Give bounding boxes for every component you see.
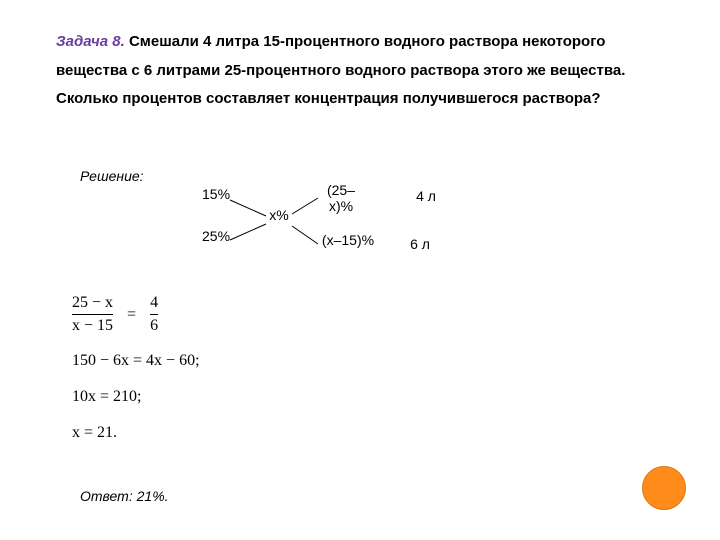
equation-line-2: 150 − 6x = 4x − 60;	[72, 352, 200, 370]
fraction-right-num: 4	[150, 294, 158, 312]
answer-text: Ответ: 21%.	[80, 488, 169, 504]
equals-sign: =	[127, 306, 136, 324]
fraction-bar	[150, 314, 158, 315]
equation-fraction: 25 − x x − 15 = 4 6	[72, 294, 158, 336]
fraction-left-num: 25 − x	[72, 294, 113, 312]
diagram-lines	[0, 0, 720, 540]
fraction-right: 4 6	[150, 294, 158, 336]
fraction-bar	[72, 314, 113, 315]
fraction-right-den: 6	[150, 317, 158, 335]
fraction-left: 25 − x x − 15	[72, 294, 113, 336]
fraction-left-den: x − 15	[72, 317, 113, 335]
equation-line-4: x = 21.	[72, 424, 117, 442]
accent-circle	[642, 466, 686, 510]
equation-line-3: 10x = 210;	[72, 388, 141, 406]
